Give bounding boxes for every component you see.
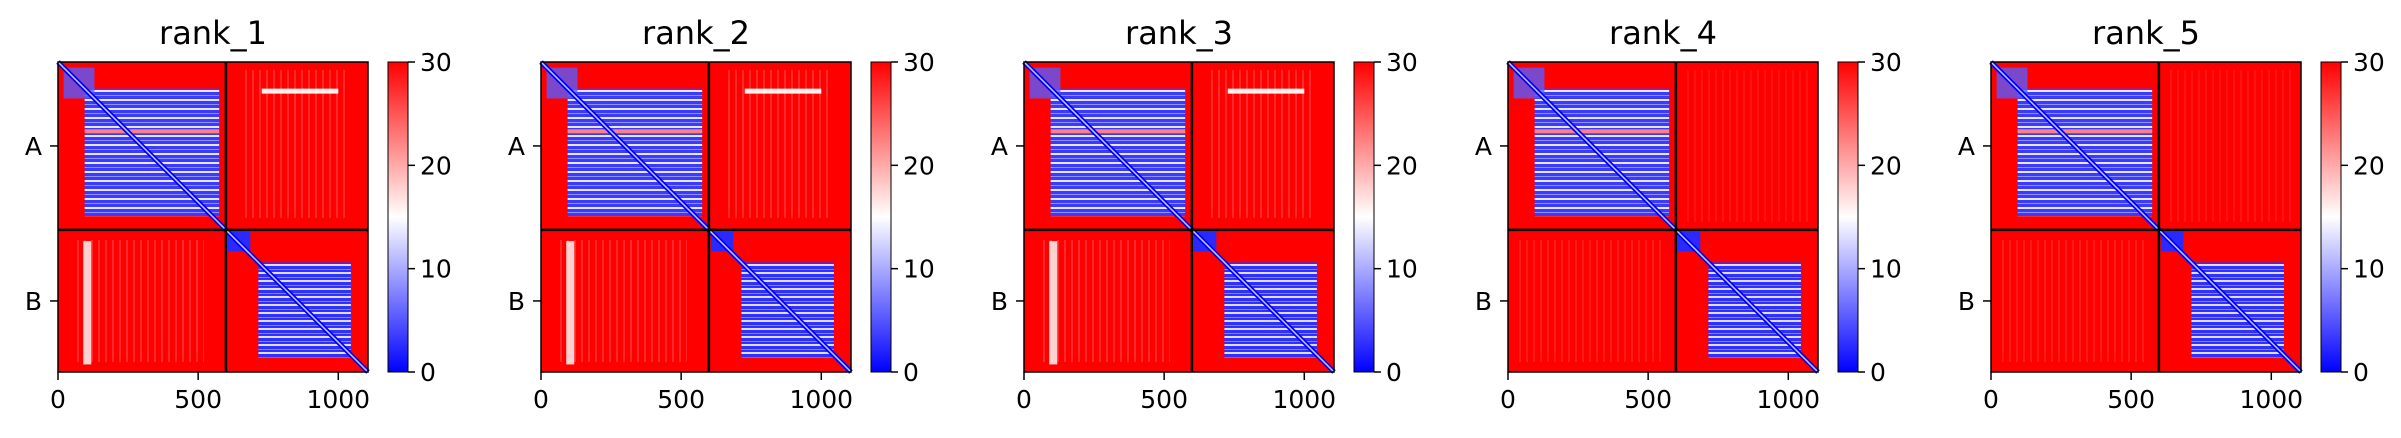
colorbar-frame [387,61,409,373]
panel-title: rank_4 [1609,14,1717,52]
chain-label: A [991,132,1008,161]
colorbar [1354,62,1374,372]
inter-chain-white-column [1049,241,1058,365]
diagonal-highlight [540,61,852,373]
inter-chain-block-ba [559,239,687,362]
panel-rank_4: rank_4 A B 0 500 1000 0 10 20 30 [1475,14,1902,414]
colorbar-frame [1837,61,1859,373]
x-tick-label: 500 [657,385,705,414]
panel-rank_1: rank_1 A B 0 500 1000 0 10 20 30 [25,14,452,414]
axes-frame [1990,61,2302,373]
colorbar-tick-label: 30 [903,48,935,77]
x-tick-label: 500 [1140,385,1188,414]
x-tick-label: 0 [50,385,66,414]
chain-label: B [25,287,42,316]
colorbar-tick-label: 0 [2353,358,2369,387]
inter-chain-block-ab [243,70,346,218]
inter-chain-white-row [1227,88,1305,94]
colorbar-tick-label: 10 [903,255,935,284]
colorbar-tick-label: 20 [420,151,452,180]
colorbar-tick-label: 30 [2353,48,2385,77]
x-tick-label: 0 [1983,385,1999,414]
colorbar-tick-label: 20 [1870,151,1902,180]
chain-label: B [1475,287,1492,316]
colorbar-tick-label: 0 [420,358,436,387]
x-tick-label: 0 [533,385,549,414]
colorbar [2321,62,2341,372]
diagonal-highlight [1990,61,2302,373]
panel-title: rank_3 [1125,14,1233,52]
chain-a-red-row [1050,129,1186,134]
axes-frame [1507,61,1819,373]
chain-label: B [991,287,1008,316]
colorbar-tick-label: 0 [903,358,919,387]
inter-chain-block-ab [2168,70,2291,222]
colorbar-tick-label: 20 [1386,151,1418,180]
panel-title: rank_2 [642,14,750,52]
x-tick-label: 0 [1500,385,1516,414]
diagonal-highlight [57,61,369,373]
panel-rank_3: rank_3 A B 0 500 1000 0 10 20 30 [991,14,1418,414]
chain-label: A [508,132,525,161]
colorbar-tick-label: 10 [1386,255,1418,284]
inter-chain-block-ba [76,239,204,362]
chain-label: A [1958,132,1975,161]
axes-frame [1023,61,1335,373]
x-tick-label: 1000 [1272,385,1336,414]
x-tick-label: 1000 [306,385,370,414]
panel-title: rank_5 [2092,14,2200,52]
colorbar-frame [1353,61,1375,373]
inter-chain-white-row [261,88,339,94]
chain-label: B [508,287,525,316]
x-tick-label: 500 [2107,385,2155,414]
diagonal-highlight [1507,61,1819,373]
colorbar-tick-label: 10 [2353,255,2385,284]
colorbar-tick-label: 30 [420,48,452,77]
colorbar-tick-label: 30 [1870,48,1902,77]
chain-label: B [1958,287,1975,316]
colorbar-tick-label: 10 [420,255,452,284]
colorbar-tick-label: 20 [903,151,935,180]
colorbar-tick-label: 0 [1386,358,1402,387]
colorbar-tick-label: 10 [1870,255,1902,284]
inter-chain-white-row [744,88,822,94]
x-tick-label: 500 [174,385,222,414]
chain-a-red-row [2017,129,2153,134]
x-tick-label: 1000 [2239,385,2303,414]
inter-chain-white-column [83,241,92,365]
panel-title: rank_1 [159,14,267,52]
inter-chain-block-ba [1516,239,1664,362]
axes-frame [57,61,369,373]
x-tick-label: 1000 [1756,385,1820,414]
inter-chain-block-ab [1685,70,1808,222]
colorbar [871,62,891,372]
inter-chain-block-ba [1999,239,2147,362]
colorbar-tick-label: 30 [1386,48,1418,77]
colorbar [1838,62,1858,372]
panel-rank_5: rank_5 A B 0 500 1000 0 10 20 30 [1958,14,2385,414]
chain-a-red-row [84,129,220,134]
inter-chain-white-column [566,241,575,365]
diagonal-highlight [1023,61,1335,373]
x-tick-label: 500 [1624,385,1672,414]
chain-a-red-row [1534,129,1670,134]
colorbar [388,62,408,372]
chain-a-red-row [567,129,703,134]
x-tick-label: 0 [1016,385,1032,414]
chain-label: A [25,132,42,161]
chain-label: A [1475,132,1492,161]
colorbar-tick-label: 0 [1870,358,1886,387]
colorbar-frame [870,61,892,373]
colorbar-tick-label: 20 [2353,151,2385,180]
inter-chain-block-ab [1209,70,1312,218]
panel-rank_2: rank_2 A B 0 500 1000 0 10 20 30 [508,14,935,414]
x-tick-label: 1000 [789,385,853,414]
colorbar-frame [2320,61,2342,373]
inter-chain-block-ab [726,70,829,218]
inter-chain-block-ba [1042,239,1170,362]
axes-frame [540,61,852,373]
